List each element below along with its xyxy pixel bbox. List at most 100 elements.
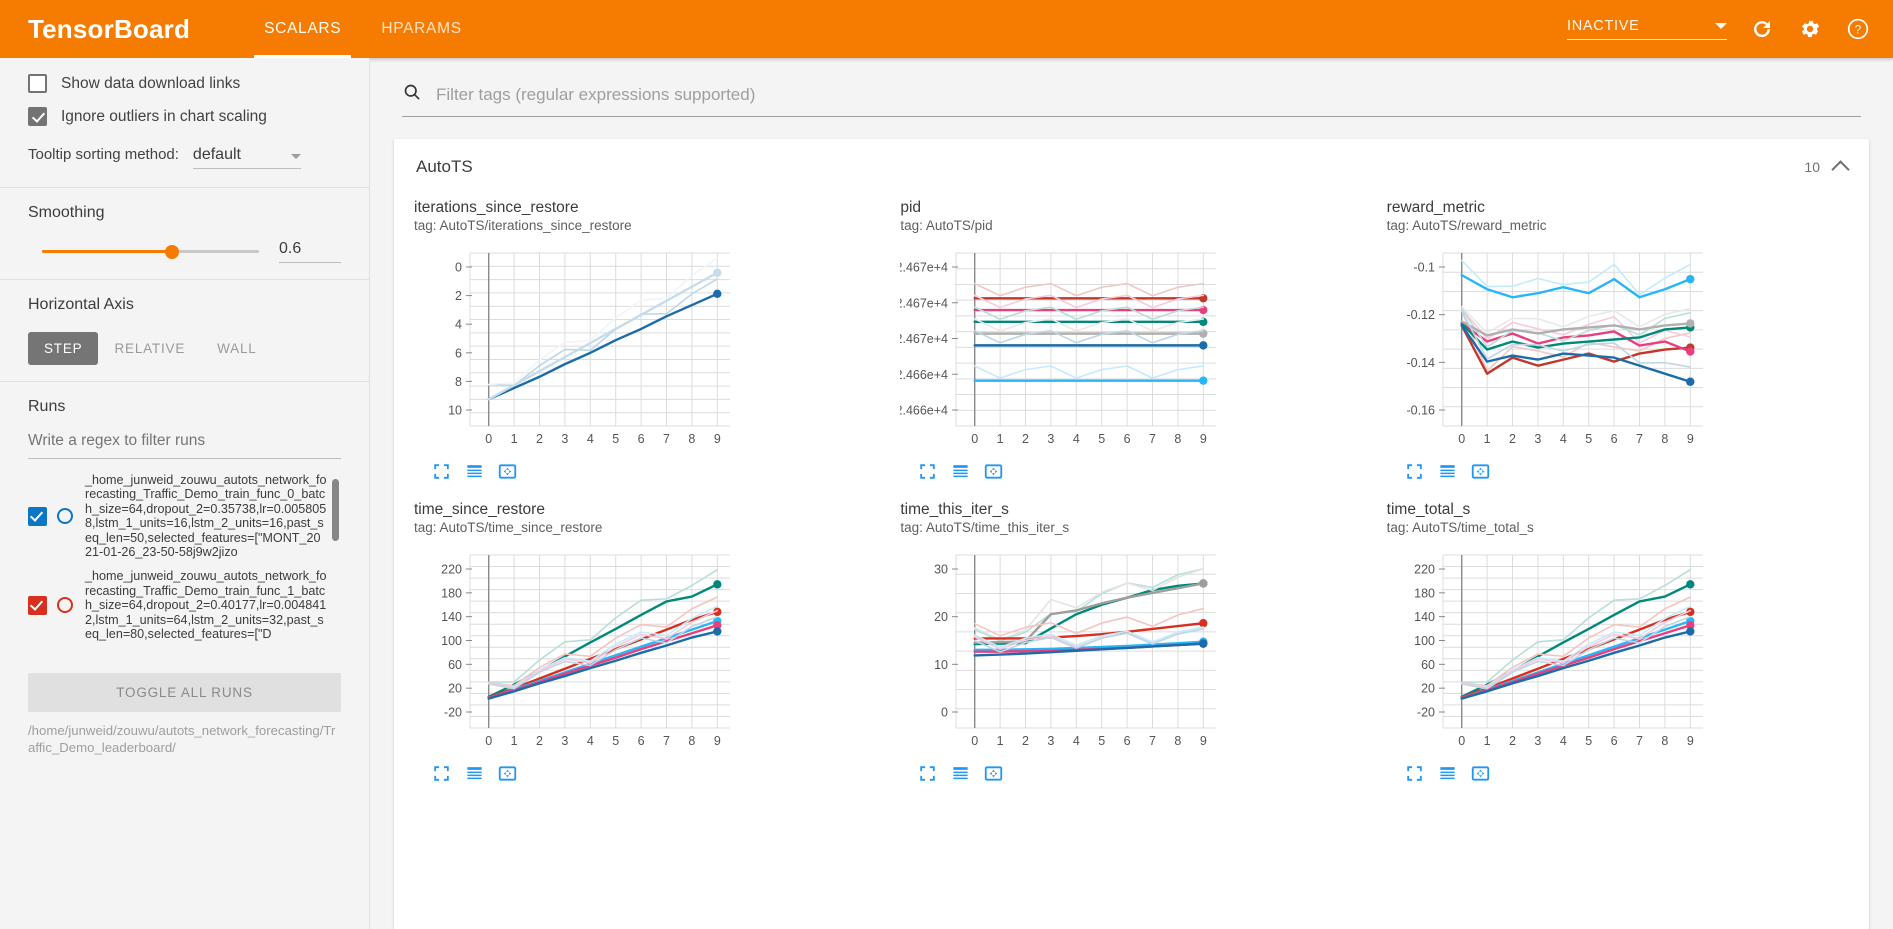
svg-text:6: 6 (1610, 734, 1617, 748)
smoothing-slider[interactable] (42, 244, 259, 259)
svg-text:3: 3 (1048, 734, 1055, 748)
tag-filter-bar[interactable]: Filter tags (regular expressions support… (402, 82, 1861, 117)
chevron-up-icon[interactable] (1831, 160, 1850, 179)
chart-plot[interactable]: 0 2 4 6 8 10 0 1 2 3 4 5 6 7 8 9 (414, 241, 876, 456)
fit-domain-icon[interactable] (984, 462, 1003, 481)
svg-text:2.466e+4: 2.466e+4 (900, 368, 948, 382)
axis-option-relative[interactable]: RELATIVE (114, 341, 186, 356)
run-color-circle[interactable] (57, 597, 73, 614)
svg-text:5: 5 (1099, 734, 1106, 748)
tab-hparams[interactable]: HPARAMS (381, 20, 462, 37)
svg-text:140: 140 (441, 610, 462, 624)
nav-tabs: SCALARS HPARAMS (244, 0, 482, 58)
svg-text:4: 4 (587, 432, 594, 446)
svg-text:9: 9 (1686, 432, 1693, 446)
expand-chart-icon[interactable] (1405, 462, 1424, 481)
svg-text:0: 0 (972, 734, 979, 748)
svg-text:8: 8 (1175, 734, 1182, 748)
data-series-icon[interactable] (465, 462, 484, 481)
svg-text:4: 4 (1559, 432, 1566, 446)
chart-cell: reward_metric tag: AutoTS/reward_metric -0… (1375, 185, 1861, 487)
gear-icon[interactable] (1797, 16, 1823, 42)
svg-text:1: 1 (997, 734, 1004, 748)
fit-domain-icon[interactable] (1471, 764, 1490, 783)
chart-title: reward_metric (1386, 199, 1485, 216)
svg-text:20: 20 (1421, 682, 1435, 696)
run-checkbox[interactable] (28, 506, 47, 526)
svg-text:2.467e+4: 2.467e+4 (900, 261, 948, 275)
data-series-icon[interactable] (1438, 764, 1457, 783)
card-header: AutoTS 10 (394, 139, 1869, 185)
svg-text:0: 0 (485, 734, 492, 748)
toggle-all-runs-button[interactable]: TOGGLE ALL RUNS (28, 673, 341, 712)
smoothing-section: Smoothing 0.6 (0, 188, 369, 279)
fit-domain-icon[interactable] (498, 764, 517, 783)
chart-plot[interactable]: -0.1 -0.12 -0.14 -0.16 0 1 2 3 4 5 6 7 8 9 (1387, 241, 1849, 456)
svg-text:220: 220 (441, 563, 462, 577)
svg-text:7: 7 (1149, 432, 1156, 446)
chart-cell: time_this_iter_s tag: AutoTS/time_this_it… (888, 487, 1374, 789)
tab-scalars[interactable]: SCALARS (244, 0, 361, 58)
run-label: _home_junweid_zouwu_autots_network_forec… (85, 569, 327, 642)
expand-chart-icon[interactable] (918, 764, 937, 783)
ignore-outliers-row[interactable]: Ignore outliers in chart scaling (28, 107, 341, 126)
svg-text:1: 1 (511, 734, 518, 748)
axis-option-wall[interactable]: WALL (217, 341, 257, 356)
svg-text:4: 4 (455, 318, 462, 332)
app-header: TensorBoard SCALARS HPARAMS INACTIVE ? (0, 0, 1893, 58)
fit-domain-icon[interactable] (984, 764, 1003, 783)
expand-chart-icon[interactable] (432, 462, 451, 481)
refresh-icon[interactable] (1749, 16, 1775, 42)
svg-text:7: 7 (1636, 734, 1643, 748)
expand-chart-icon[interactable] (432, 764, 451, 783)
data-series-icon[interactable] (465, 764, 484, 783)
data-series-icon[interactable] (1438, 462, 1457, 481)
svg-text:180: 180 (1414, 586, 1435, 600)
chart-plot[interactable]: 220 180 140 100 60 20 -20 0 1 2 3 4 5 6 7 8 9 (414, 543, 876, 758)
axis-option-step[interactable]: STEP (28, 332, 99, 365)
svg-text:1: 1 (1483, 734, 1490, 748)
runs-list[interactable]: _home_junweid_zouwu_autots_network_forec… (28, 473, 341, 669)
expand-chart-icon[interactable] (918, 462, 937, 481)
fit-domain-icon[interactable] (498, 462, 517, 481)
app-title: TensorBoard (28, 13, 191, 44)
status-dropdown[interactable]: INACTIVE (1567, 18, 1727, 40)
runs-scrollbar[interactable] (332, 479, 339, 541)
expand-chart-icon[interactable] (1405, 764, 1424, 783)
card-title: AutoTS (416, 157, 473, 176)
run-color-circle[interactable] (57, 508, 73, 525)
main-content: Filter tags (regular expressions support… (370, 58, 1893, 929)
status-label: INACTIVE (1567, 18, 1640, 34)
list-item[interactable]: _home_junweid_zouwu_autots_network_forec… (28, 473, 327, 559)
card-count: 10 (1804, 159, 1820, 175)
chart-tag: tag: AutoTS/reward_metric (1386, 218, 1547, 233)
svg-text:2: 2 (455, 289, 462, 303)
runs-filter-input[interactable] (28, 432, 341, 459)
help-icon[interactable]: ? (1845, 16, 1871, 42)
smoothing-slider-knob[interactable] (165, 244, 180, 259)
svg-text:2.466e+4: 2.466e+4 (900, 404, 948, 418)
tooltip-sort-select[interactable]: default (192, 146, 301, 169)
svg-text:9: 9 (714, 734, 721, 748)
chart-plot[interactable]: 220 180 140 100 60 20 -20 0 1 2 3 4 5 6 7 8 9 (1387, 543, 1849, 758)
show-download-links-row[interactable]: Show data download links (28, 74, 341, 93)
svg-text:-0.1: -0.1 (1413, 261, 1435, 275)
svg-text:4: 4 (1559, 734, 1566, 748)
svg-text:20: 20 (448, 682, 462, 696)
svg-text:140: 140 (1414, 610, 1435, 624)
svg-text:100: 100 (1414, 634, 1435, 648)
data-series-icon[interactable] (951, 462, 970, 481)
list-item[interactable]: _home_junweid_zouwu_autots_network_forec… (28, 569, 327, 641)
fit-domain-icon[interactable] (1471, 462, 1490, 481)
chart-title: time_total_s (1386, 501, 1471, 518)
chart-plot[interactable]: 2.467e+4 2.467e+4 2.467e+4 2.466e+4 2.466e+4… (900, 241, 1362, 456)
chart-plot[interactable]: 30 20 10 0 0 1 2 3 4 5 6 7 8 9 (900, 543, 1362, 758)
run-checkbox[interactable] (28, 595, 47, 615)
sidebar: Show data download links Ignore outliers… (0, 58, 370, 929)
smoothing-value-input[interactable]: 0.6 (279, 240, 341, 263)
svg-text:6: 6 (1124, 734, 1131, 748)
svg-text:6: 6 (638, 432, 645, 446)
data-series-icon[interactable] (951, 764, 970, 783)
show-download-links-checkbox[interactable] (28, 74, 47, 93)
ignore-outliers-checkbox[interactable] (28, 107, 47, 126)
